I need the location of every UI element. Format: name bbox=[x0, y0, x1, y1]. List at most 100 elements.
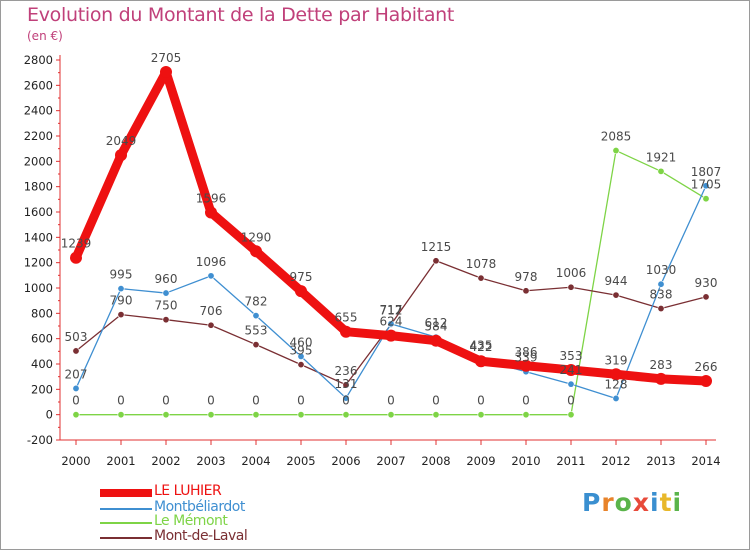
data-label-le-luhier: 1596 bbox=[196, 192, 227, 206]
data-label-mont-de-laval: 712 bbox=[380, 303, 403, 317]
data-label-le-memont: 1921 bbox=[646, 150, 677, 164]
x-tick-label: 2002 bbox=[151, 454, 180, 468]
data-label-le-luhier: 975 bbox=[290, 270, 313, 284]
y-tick-label: 2800 bbox=[24, 53, 53, 67]
legend-swatch-montbeliardot bbox=[100, 508, 152, 510]
data-label-le-memont: 0 bbox=[162, 394, 170, 408]
data-point-montbeliardot bbox=[342, 394, 350, 402]
logo-letter: i bbox=[672, 488, 683, 517]
data-label-le-luhier: 353 bbox=[560, 349, 583, 363]
chart-title: Evolution du Montant de la Dette par Hab… bbox=[27, 4, 455, 26]
data-label-mont-de-laval: 790 bbox=[110, 294, 133, 308]
data-point-le-luhier bbox=[385, 329, 397, 342]
data-point-mont-de-laval bbox=[342, 381, 350, 389]
x-tick-label: 2007 bbox=[376, 454, 405, 468]
data-point-le-memont bbox=[297, 411, 305, 419]
data-point-mont-de-laval bbox=[567, 283, 575, 291]
logo-letter: i bbox=[650, 488, 660, 517]
data-label-montbeliardot: 1807 bbox=[691, 165, 722, 179]
data-label-montbeliardot: 131 bbox=[335, 377, 358, 391]
legend-label-montbeliardot: Montbéliardot bbox=[154, 499, 245, 515]
x-tick-label: 2010 bbox=[511, 454, 540, 468]
data-label-le-luhier: 283 bbox=[650, 358, 673, 372]
data-label-mont-de-laval: 395 bbox=[290, 344, 313, 358]
data-label-montbeliardot: 612 bbox=[425, 316, 448, 330]
y-tick-label: 200 bbox=[31, 382, 53, 396]
data-point-montbeliardot bbox=[612, 394, 620, 402]
data-point-le-luhier bbox=[475, 355, 487, 368]
data-label-montbeliardot: 435 bbox=[470, 339, 493, 353]
data-point-le-luhier bbox=[430, 334, 442, 347]
data-point-mont-de-laval bbox=[117, 311, 125, 319]
data-label-mont-de-laval: 930 bbox=[695, 276, 718, 290]
y-tick-label: 600 bbox=[31, 332, 53, 346]
legend-label-le-luhier: LE LUHIER bbox=[154, 483, 222, 499]
data-label-mont-de-laval: 978 bbox=[515, 270, 538, 284]
y-tick-label: -200 bbox=[27, 433, 53, 447]
data-label-montbeliardot: 782 bbox=[245, 295, 268, 309]
x-tick-label: 2009 bbox=[466, 454, 495, 468]
data-label-mont-de-laval: 750 bbox=[155, 299, 178, 313]
x-tick-label: 2012 bbox=[601, 454, 630, 468]
data-label-mont-de-laval: 838 bbox=[650, 288, 673, 302]
data-label-le-luhier: 319 bbox=[605, 353, 628, 367]
data-point-mont-de-laval bbox=[612, 291, 620, 299]
data-point-le-luhier bbox=[700, 374, 712, 387]
data-label-le-memont: 0 bbox=[297, 394, 305, 408]
data-point-montbeliardot bbox=[657, 280, 665, 288]
y-tick-label: 1000 bbox=[24, 281, 53, 295]
data-point-le-memont bbox=[657, 167, 665, 175]
data-point-le-luhier bbox=[520, 359, 532, 372]
data-label-mont-de-laval: 1006 bbox=[556, 266, 587, 280]
data-point-mont-de-laval bbox=[72, 347, 80, 355]
x-tick-label: 2003 bbox=[196, 454, 225, 468]
data-label-montbeliardot: 1096 bbox=[196, 255, 227, 269]
data-point-montbeliardot bbox=[567, 380, 575, 388]
x-tick-label: 2004 bbox=[241, 454, 270, 468]
data-label-le-memont: 0 bbox=[567, 394, 575, 408]
data-label-le-luhier: 624 bbox=[380, 315, 403, 329]
data-label-le-memont: 0 bbox=[432, 394, 440, 408]
x-tick-label: 2008 bbox=[421, 454, 450, 468]
chart-unit-label: (en €) bbox=[27, 29, 63, 43]
data-label-le-luhier: 266 bbox=[695, 360, 718, 374]
data-point-le-luhier bbox=[160, 66, 172, 79]
data-point-le-memont bbox=[477, 411, 485, 419]
data-point-le-luhier bbox=[115, 149, 127, 162]
data-point-le-luhier bbox=[655, 372, 667, 385]
logo-letter: o bbox=[614, 488, 633, 517]
data-label-le-luhier: 1290 bbox=[241, 230, 272, 244]
data-label-montbeliardot: 1030 bbox=[646, 263, 677, 277]
data-point-montbeliardot bbox=[117, 285, 125, 293]
legend-swatch-mont-de-laval bbox=[100, 537, 152, 539]
data-label-le-luhier: 2705 bbox=[151, 51, 182, 65]
y-tick-label: 2200 bbox=[24, 129, 53, 143]
x-tick-label: 2014 bbox=[691, 454, 720, 468]
data-point-le-luhier bbox=[295, 285, 307, 298]
data-label-mont-de-laval: 503 bbox=[65, 330, 88, 344]
y-tick-label: 800 bbox=[31, 306, 53, 320]
data-label-le-memont: 0 bbox=[342, 394, 350, 408]
data-point-mont-de-laval bbox=[477, 274, 485, 282]
data-label-le-luhier: 1239 bbox=[61, 237, 92, 251]
data-label-mont-de-laval: 1215 bbox=[421, 240, 452, 254]
logo-letter: t bbox=[659, 488, 673, 517]
data-label-le-luhier: 422 bbox=[470, 340, 493, 354]
data-point-le-luhier bbox=[340, 325, 352, 338]
y-tick-label: 400 bbox=[31, 357, 53, 371]
data-label-le-memont: 0 bbox=[72, 394, 80, 408]
data-label-montbeliardot: 717 bbox=[380, 303, 403, 317]
logo-letter: r bbox=[601, 488, 615, 517]
y-tick-label: 1800 bbox=[24, 180, 53, 194]
data-label-le-luhier: 386 bbox=[515, 345, 538, 359]
data-point-montbeliardot bbox=[207, 272, 215, 280]
data-label-mont-de-laval: 553 bbox=[245, 324, 268, 338]
data-point-le-luhier bbox=[250, 245, 262, 258]
data-label-le-memont: 0 bbox=[207, 394, 215, 408]
data-point-le-memont bbox=[207, 411, 215, 419]
data-point-montbeliardot bbox=[702, 182, 710, 190]
data-point-montbeliardot bbox=[387, 320, 395, 328]
proxiti-logo: Proxiti bbox=[582, 488, 682, 517]
data-point-le-memont bbox=[612, 147, 620, 155]
y-tick-label: 1200 bbox=[24, 256, 53, 270]
